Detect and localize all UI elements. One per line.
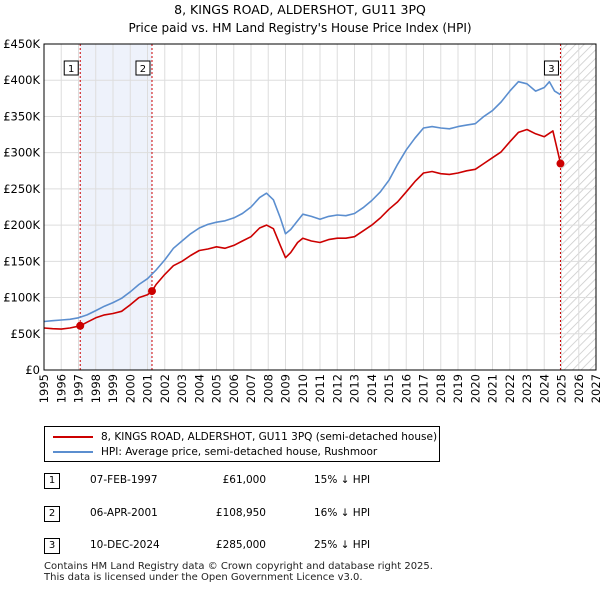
x-tick-label: 2003 [175,374,189,403]
x-tick-label: 2021 [486,374,500,403]
x-tick-label: 2014 [365,374,379,403]
x-tick-label: 1995 [37,374,51,403]
x-tick-label: 2006 [227,374,241,403]
x-tick-label: 2024 [537,374,551,403]
x-tick-label: 2027 [589,374,600,403]
y-tick-label: £450K [3,37,40,51]
sale-price: £61,000 [222,474,266,486]
footer: Contains HM Land Registry data © Crown c… [44,561,433,583]
x-tick-label: 2005 [210,374,224,403]
x-tick-label: 1996 [54,374,68,403]
legend-swatch-hpi [53,451,93,453]
x-tick-label: 1999 [106,374,120,403]
x-tick-label: 1998 [89,374,103,403]
legend-item-property: 8, KINGS ROAD, ALDERSHOT, GU11 3PQ (semi… [53,429,437,445]
sale-date: 06-APR-2001 [90,507,158,519]
sale-hpi-diff: 25% ↓ HPI [314,539,371,551]
x-tick-label: 2010 [296,374,310,403]
y-tick-label: £150K [3,254,40,268]
series-line [43,80,561,323]
sale-price: £285,000 [215,539,266,551]
y-tick-label: £100K [3,291,40,305]
sale-date: 07-FEB-1997 [90,474,158,486]
x-tick-label: 2002 [158,374,172,403]
ownership-highlight [80,44,152,370]
x-tick-label: 2018 [434,374,448,403]
x-tick-label: 2001 [141,374,155,403]
x-tick-label: 2025 [555,374,569,403]
legend-label-property: 8, KINGS ROAD, ALDERSHOT, GU11 3PQ (semi… [101,431,438,443]
x-tick-label: 2019 [451,374,465,403]
sale-hpi-diff: 16% ↓ HPI [314,507,371,519]
sale-point [147,287,156,296]
sale-point [556,159,565,168]
sale-number: 1 [44,473,60,489]
sale-row: 2 06-APR-2001 £108,950 16% ↓ HPI [44,506,444,522]
sale-point [76,321,85,330]
x-tick-label: 2009 [279,374,293,403]
sale-number: 3 [44,538,60,554]
sale-row: 3 10-DEC-2024 £285,000 25% ↓ HPI [44,538,444,554]
x-tick-label: 2008 [261,374,275,403]
x-tick-label: 2015 [382,374,396,403]
x-tick-label: 2013 [348,374,362,403]
sale-label: 2 [140,64,146,75]
x-tick-label: 2026 [572,374,586,403]
footer-copyright: Contains HM Land Registry data © Crown c… [44,561,433,572]
chart-subtitle: Price paid vs. HM Land Registry's House … [128,21,471,35]
legend-label-hpi: HPI: Average price, semi-detached house,… [101,446,378,458]
y-tick-label: £300K [3,146,40,160]
x-tick-label: 2012 [330,374,344,403]
sale-label: 3 [548,64,554,75]
x-tick-label: 2004 [192,374,206,403]
y-tick-label: £400K [3,73,40,87]
sale-label-box [135,60,151,76]
x-tick-label: 2017 [417,374,431,403]
x-tick-label: 2020 [468,374,482,403]
sale-label-box [543,60,559,76]
sale-price: £108,950 [215,507,266,519]
legend-swatch-property [53,436,93,438]
y-tick-label: £350K [3,109,40,123]
x-tick-label: 2016 [399,374,413,403]
x-tick-label: 2023 [520,374,534,403]
price-chart: 8, KINGS ROAD, ALDERSHOT, GU11 3PQ Price… [3,2,600,403]
sale-label: 1 [68,64,74,75]
series-line [43,128,562,330]
x-tick-label: 1997 [72,374,86,403]
sale-hpi-diff: 15% ↓ HPI [314,474,371,486]
y-tick-label: £50K [11,327,41,341]
sale-row: 1 07-FEB-1997 £61,000 15% ↓ HPI [44,473,444,489]
sale-number: 2 [44,506,60,522]
legend-item-hpi: HPI: Average price, semi-detached house,… [53,444,377,460]
footer-licence: This data is licensed under the Open Gov… [44,572,363,583]
x-tick-label: 2011 [313,374,327,403]
y-tick-label: £250K [3,182,40,196]
chart-title: 8, KINGS ROAD, ALDERSHOT, GU11 3PQ [174,2,426,17]
x-tick-label: 2000 [123,374,137,403]
sale-date: 10-DEC-2024 [90,539,160,551]
sale-label-box [63,60,79,76]
x-tick-label: 2022 [503,374,517,403]
y-tick-label: £200K [3,218,40,232]
plot-border [43,43,597,371]
y-tick-label: £0 [25,363,40,377]
legend: 8, KINGS ROAD, ALDERSHOT, GU11 3PQ (semi… [44,426,440,462]
x-tick-label: 2007 [244,374,258,403]
